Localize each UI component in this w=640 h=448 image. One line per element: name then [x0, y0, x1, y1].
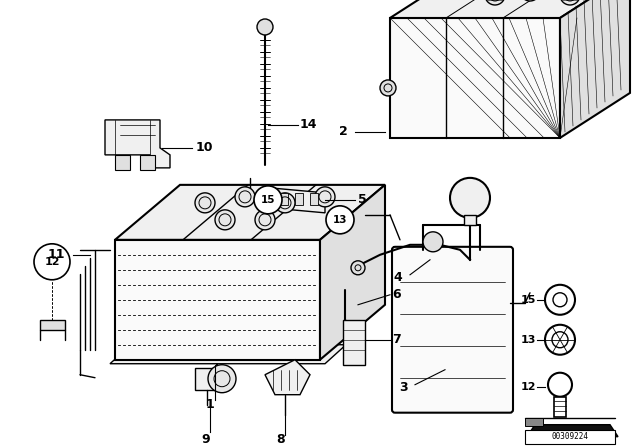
Text: 15: 15: [260, 195, 275, 205]
Circle shape: [255, 210, 275, 230]
Text: 13: 13: [333, 215, 348, 225]
Text: 3: 3: [399, 381, 408, 394]
Polygon shape: [265, 360, 310, 395]
Polygon shape: [527, 425, 618, 437]
Text: 2: 2: [339, 125, 348, 138]
Circle shape: [545, 285, 575, 315]
Circle shape: [257, 19, 273, 35]
Circle shape: [520, 0, 540, 1]
Polygon shape: [140, 155, 155, 170]
Circle shape: [485, 0, 505, 5]
Bar: [280, 193, 288, 205]
FancyBboxPatch shape: [392, 247, 513, 413]
Circle shape: [34, 244, 70, 280]
Text: 5: 5: [358, 194, 367, 207]
Circle shape: [275, 193, 295, 213]
Circle shape: [195, 193, 215, 213]
Text: 10: 10: [196, 142, 214, 155]
Bar: [464, 215, 476, 225]
Polygon shape: [320, 185, 385, 360]
Text: 6: 6: [392, 288, 401, 301]
Bar: [554, 396, 566, 417]
Bar: [295, 193, 303, 205]
Polygon shape: [115, 155, 130, 170]
Circle shape: [215, 210, 235, 230]
Polygon shape: [110, 345, 346, 364]
Text: 9: 9: [202, 433, 211, 446]
Circle shape: [380, 80, 396, 96]
Text: 8: 8: [276, 433, 285, 446]
Circle shape: [552, 332, 568, 348]
Polygon shape: [560, 0, 630, 138]
Text: 15: 15: [520, 295, 536, 305]
Circle shape: [235, 187, 255, 207]
Bar: [195, 368, 225, 390]
Polygon shape: [390, 18, 560, 138]
Text: 12: 12: [520, 382, 536, 392]
Text: 7: 7: [392, 333, 401, 346]
Text: 13: 13: [520, 335, 536, 345]
Circle shape: [545, 325, 575, 355]
Text: 4: 4: [393, 271, 402, 284]
Circle shape: [548, 373, 572, 396]
Circle shape: [423, 232, 443, 252]
Polygon shape: [270, 188, 325, 213]
Polygon shape: [115, 240, 320, 360]
Circle shape: [351, 261, 365, 275]
Polygon shape: [105, 120, 170, 168]
Circle shape: [560, 0, 580, 5]
Polygon shape: [40, 320, 65, 330]
Text: 11: 11: [47, 248, 65, 261]
Text: 00309224: 00309224: [552, 432, 589, 441]
Text: 1: 1: [205, 398, 214, 411]
Circle shape: [450, 178, 490, 218]
Bar: [343, 320, 365, 365]
Circle shape: [254, 186, 282, 214]
Circle shape: [208, 365, 236, 393]
Bar: [310, 193, 318, 205]
Polygon shape: [115, 185, 385, 240]
Text: 14: 14: [300, 118, 317, 131]
Circle shape: [326, 206, 354, 234]
Bar: [525, 430, 615, 444]
Bar: [525, 418, 543, 426]
Text: 12: 12: [44, 257, 60, 267]
Circle shape: [315, 187, 335, 207]
Circle shape: [553, 293, 567, 307]
Polygon shape: [390, 0, 630, 18]
